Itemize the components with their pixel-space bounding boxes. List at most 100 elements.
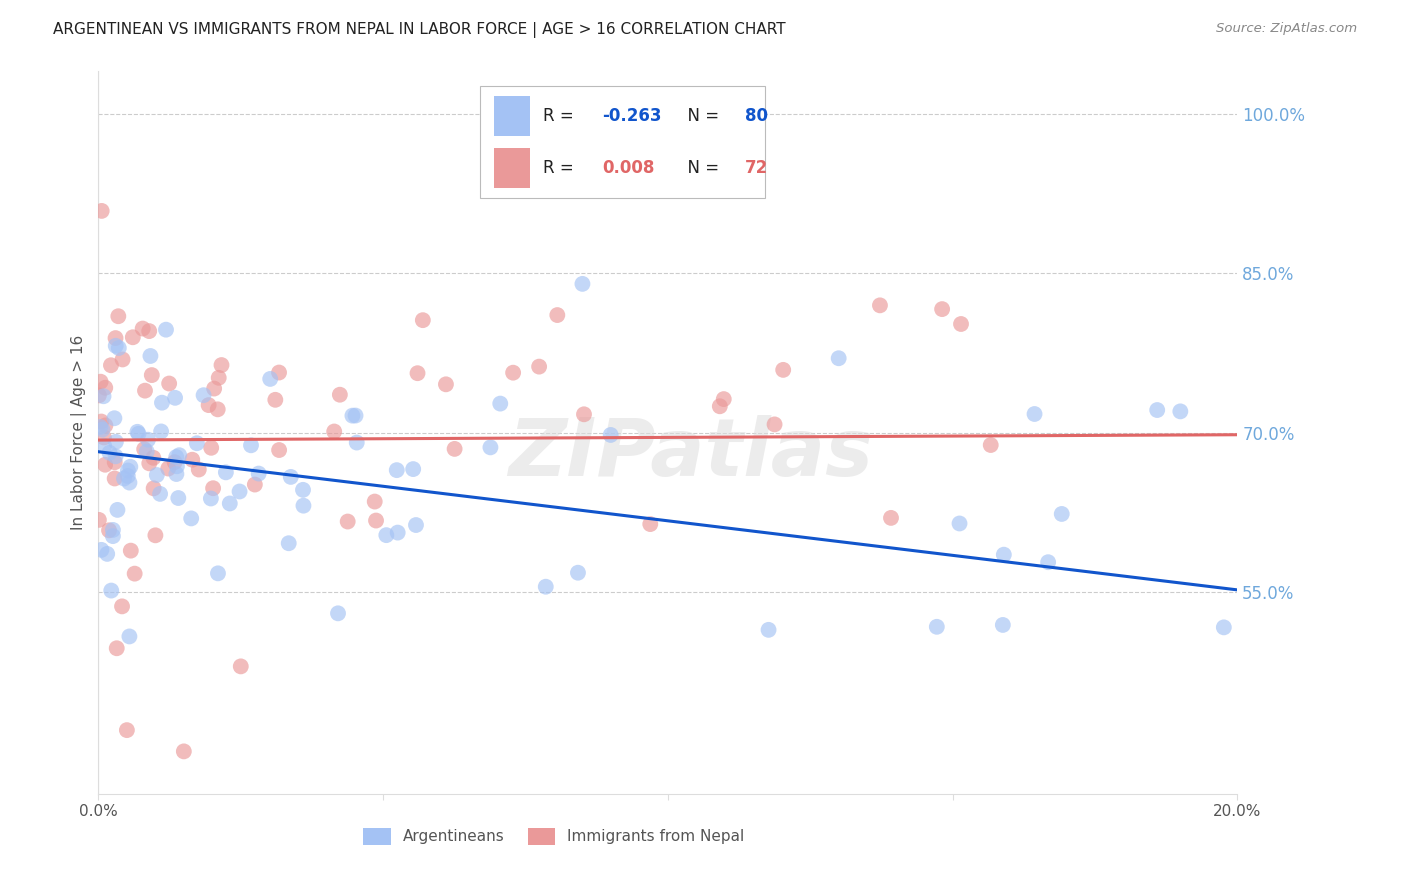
Point — [202, 382, 225, 396]
Text: N =: N = — [676, 159, 724, 178]
Point — [412, 313, 434, 327]
Point — [546, 308, 568, 322]
Point — [931, 302, 953, 317]
Point — [96, 547, 118, 561]
Point — [443, 442, 465, 456]
Point — [111, 599, 134, 614]
Point — [103, 411, 125, 425]
Point — [180, 511, 202, 525]
Point — [90, 203, 112, 218]
Y-axis label: In Labor Force | Age > 16: In Labor Force | Age > 16 — [72, 335, 87, 530]
Point — [197, 398, 219, 412]
Point — [118, 475, 141, 490]
Point — [292, 499, 315, 513]
Point — [229, 659, 252, 673]
Point — [364, 514, 387, 528]
Point — [259, 372, 281, 386]
Point — [869, 298, 891, 312]
Point — [150, 395, 173, 409]
Text: R =: R = — [543, 107, 579, 125]
Point — [112, 471, 135, 485]
Point — [98, 524, 121, 538]
Point — [534, 580, 557, 594]
Point — [228, 484, 250, 499]
Point — [402, 462, 425, 476]
Point — [207, 566, 229, 581]
Point — [146, 468, 169, 483]
Point — [1146, 403, 1168, 417]
Point — [157, 461, 180, 475]
Point — [571, 277, 593, 291]
Point — [142, 450, 165, 465]
Point — [118, 629, 141, 643]
Point — [94, 458, 117, 472]
Point — [104, 434, 127, 449]
Point — [211, 358, 233, 372]
Point — [323, 425, 346, 439]
Point — [150, 425, 173, 439]
Point — [120, 459, 142, 474]
Point — [87, 513, 110, 527]
Point — [101, 529, 124, 543]
Point — [93, 389, 115, 403]
Point — [90, 375, 112, 389]
Text: -0.263: -0.263 — [602, 107, 661, 125]
Point — [344, 409, 367, 423]
Point — [405, 518, 427, 533]
Point — [434, 377, 457, 392]
Point — [479, 441, 502, 455]
Point — [157, 376, 180, 391]
Point — [1024, 407, 1046, 421]
Point — [111, 352, 134, 367]
Point — [828, 351, 851, 366]
Point — [94, 418, 117, 433]
Point — [527, 359, 550, 374]
Point — [127, 425, 149, 439]
Point — [502, 366, 524, 380]
Point — [107, 310, 129, 324]
Point — [950, 317, 973, 331]
Point — [375, 528, 398, 542]
Point — [980, 438, 1002, 452]
Legend: Argentineans, Immigrants from Nepal: Argentineans, Immigrants from Nepal — [357, 822, 751, 851]
Point — [100, 583, 122, 598]
Point — [93, 439, 115, 453]
Point — [991, 618, 1014, 632]
Point — [406, 366, 429, 380]
Point — [364, 494, 387, 508]
Point — [165, 391, 187, 405]
Point — [149, 487, 172, 501]
Point — [121, 330, 143, 344]
Point — [1036, 555, 1059, 569]
Point — [202, 481, 225, 495]
Point — [104, 339, 127, 353]
Point — [91, 423, 114, 437]
Point — [165, 467, 187, 481]
Point — [342, 409, 364, 423]
Point — [124, 566, 146, 581]
Point — [101, 523, 124, 537]
Point — [880, 511, 903, 525]
Point — [277, 536, 299, 550]
Point — [772, 363, 794, 377]
Point — [269, 443, 291, 458]
Point — [167, 491, 190, 505]
Point — [166, 459, 188, 474]
Point — [385, 463, 408, 477]
Point — [387, 525, 409, 540]
Point — [264, 392, 287, 407]
Point — [489, 396, 512, 410]
Point — [709, 399, 731, 413]
Point — [572, 407, 595, 421]
Point — [599, 428, 621, 442]
Text: ZIPatlas: ZIPatlas — [508, 416, 873, 493]
Bar — [494, 96, 530, 136]
Point — [90, 542, 112, 557]
Point — [90, 415, 112, 429]
Point — [93, 430, 115, 444]
Point — [104, 450, 127, 464]
Point — [193, 388, 215, 402]
Point — [329, 388, 352, 402]
Point — [567, 566, 589, 580]
Point — [1050, 507, 1073, 521]
